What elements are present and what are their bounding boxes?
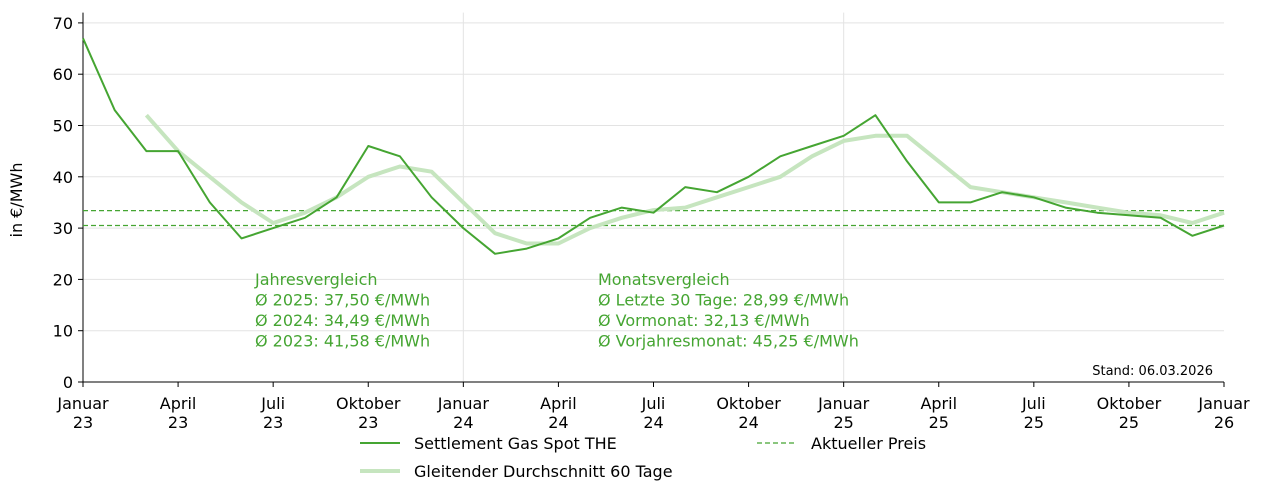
y-tick-label: 30: [53, 219, 73, 238]
x-tick-label-line: April: [160, 394, 197, 413]
x-tick-label: Juli 25: [1021, 394, 1046, 432]
x-tick-label-line: 25: [833, 413, 853, 432]
x-tick-label-line: Oktober: [1097, 394, 1162, 413]
x-tick-label: Januar 23: [56, 394, 109, 432]
y-tick-label: 10: [53, 322, 73, 341]
x-tick-label-line: 24: [643, 413, 663, 432]
x-tick-label-line: 23: [263, 413, 283, 432]
series-line: [82, 37, 1225, 255]
x-tick-label-line: Oktober: [336, 394, 401, 413]
annotation: Ø 2025: 37,50 €/MWh: [255, 291, 430, 310]
x-tick-label: Juli 23: [260, 394, 285, 432]
x-tick-label-line: Oktober: [716, 394, 781, 413]
annotation: Ø Letzte 30 Tage: 28,99 €/MWh: [598, 291, 849, 310]
x-tick-label-line: April: [920, 394, 957, 413]
x-tick-label-line: 25: [929, 413, 949, 432]
x-tick-label: Januar 25: [817, 394, 870, 432]
y-tick-label: 60: [53, 65, 73, 84]
x-tick-label-line: Juli: [260, 394, 285, 413]
x-tick-label-line: Januar: [817, 394, 870, 413]
x-tick-label-line: Januar: [437, 394, 490, 413]
x-tick-label: Juli 24: [641, 394, 666, 432]
y-axis-label: in €/MWh: [7, 162, 26, 237]
x-tick-label-line: 23: [168, 413, 188, 432]
x-tick-label-line: 24: [548, 413, 568, 432]
y-tick-label: 0: [63, 373, 73, 392]
y-tick-label: 40: [53, 168, 73, 187]
x-tick-label-line: 25: [1024, 413, 1044, 432]
legend-label: Gleitender Durchschnitt 60 Tage: [414, 462, 673, 481]
annotation: Ø Vormonat: 32,13 €/MWh: [598, 311, 810, 330]
note: Stand: 06.03.2026: [1092, 364, 1213, 379]
x-tick-label: April 25: [920, 394, 957, 432]
annotation: Ø 2023: 41,58 €/MWh: [255, 332, 430, 351]
x-tick-label-line: 26: [1214, 413, 1234, 432]
x-tick-label: April 23: [160, 394, 197, 432]
annotation: Monatsvergleich: [598, 270, 730, 289]
x-tick-label-line: 23: [358, 413, 378, 432]
series-line: [144, 113, 1225, 246]
x-tick-label: Januar 26: [1197, 394, 1250, 432]
annotation: Jahresvergleich: [254, 270, 378, 289]
x-tick-label: Oktober 25: [1097, 394, 1162, 432]
x-tick-label: Oktober 23: [336, 394, 401, 432]
x-tick-label-line: 24: [738, 413, 758, 432]
x-tick-label-line: 25: [1119, 413, 1139, 432]
y-tick-label: 50: [53, 117, 73, 136]
x-tick-label-line: April: [540, 394, 577, 413]
x-tick-label-line: Juli: [1021, 394, 1046, 413]
x-tick-label-line: Juli: [641, 394, 666, 413]
x-tick-label-line: 24: [453, 413, 473, 432]
x-tick-label-line: Januar: [56, 394, 109, 413]
annotation: Ø 2024: 34,49 €/MWh: [255, 311, 430, 330]
y-tick-label: 70: [53, 14, 73, 33]
annotation: Ø Vorjahresmonat: 45,25 €/MWh: [598, 332, 859, 351]
x-tick-label: April 24: [540, 394, 577, 432]
legend-label: Settlement Gas Spot THE: [414, 434, 617, 453]
x-tick-label-line: 23: [73, 413, 93, 432]
x-tick-label: Oktober 24: [716, 394, 781, 432]
y-tick-label: 20: [53, 270, 73, 289]
legend-label: Aktueller Preis: [811, 434, 926, 453]
x-tick-label: Januar 24: [437, 394, 490, 432]
x-tick-label-line: Januar: [1197, 394, 1250, 413]
